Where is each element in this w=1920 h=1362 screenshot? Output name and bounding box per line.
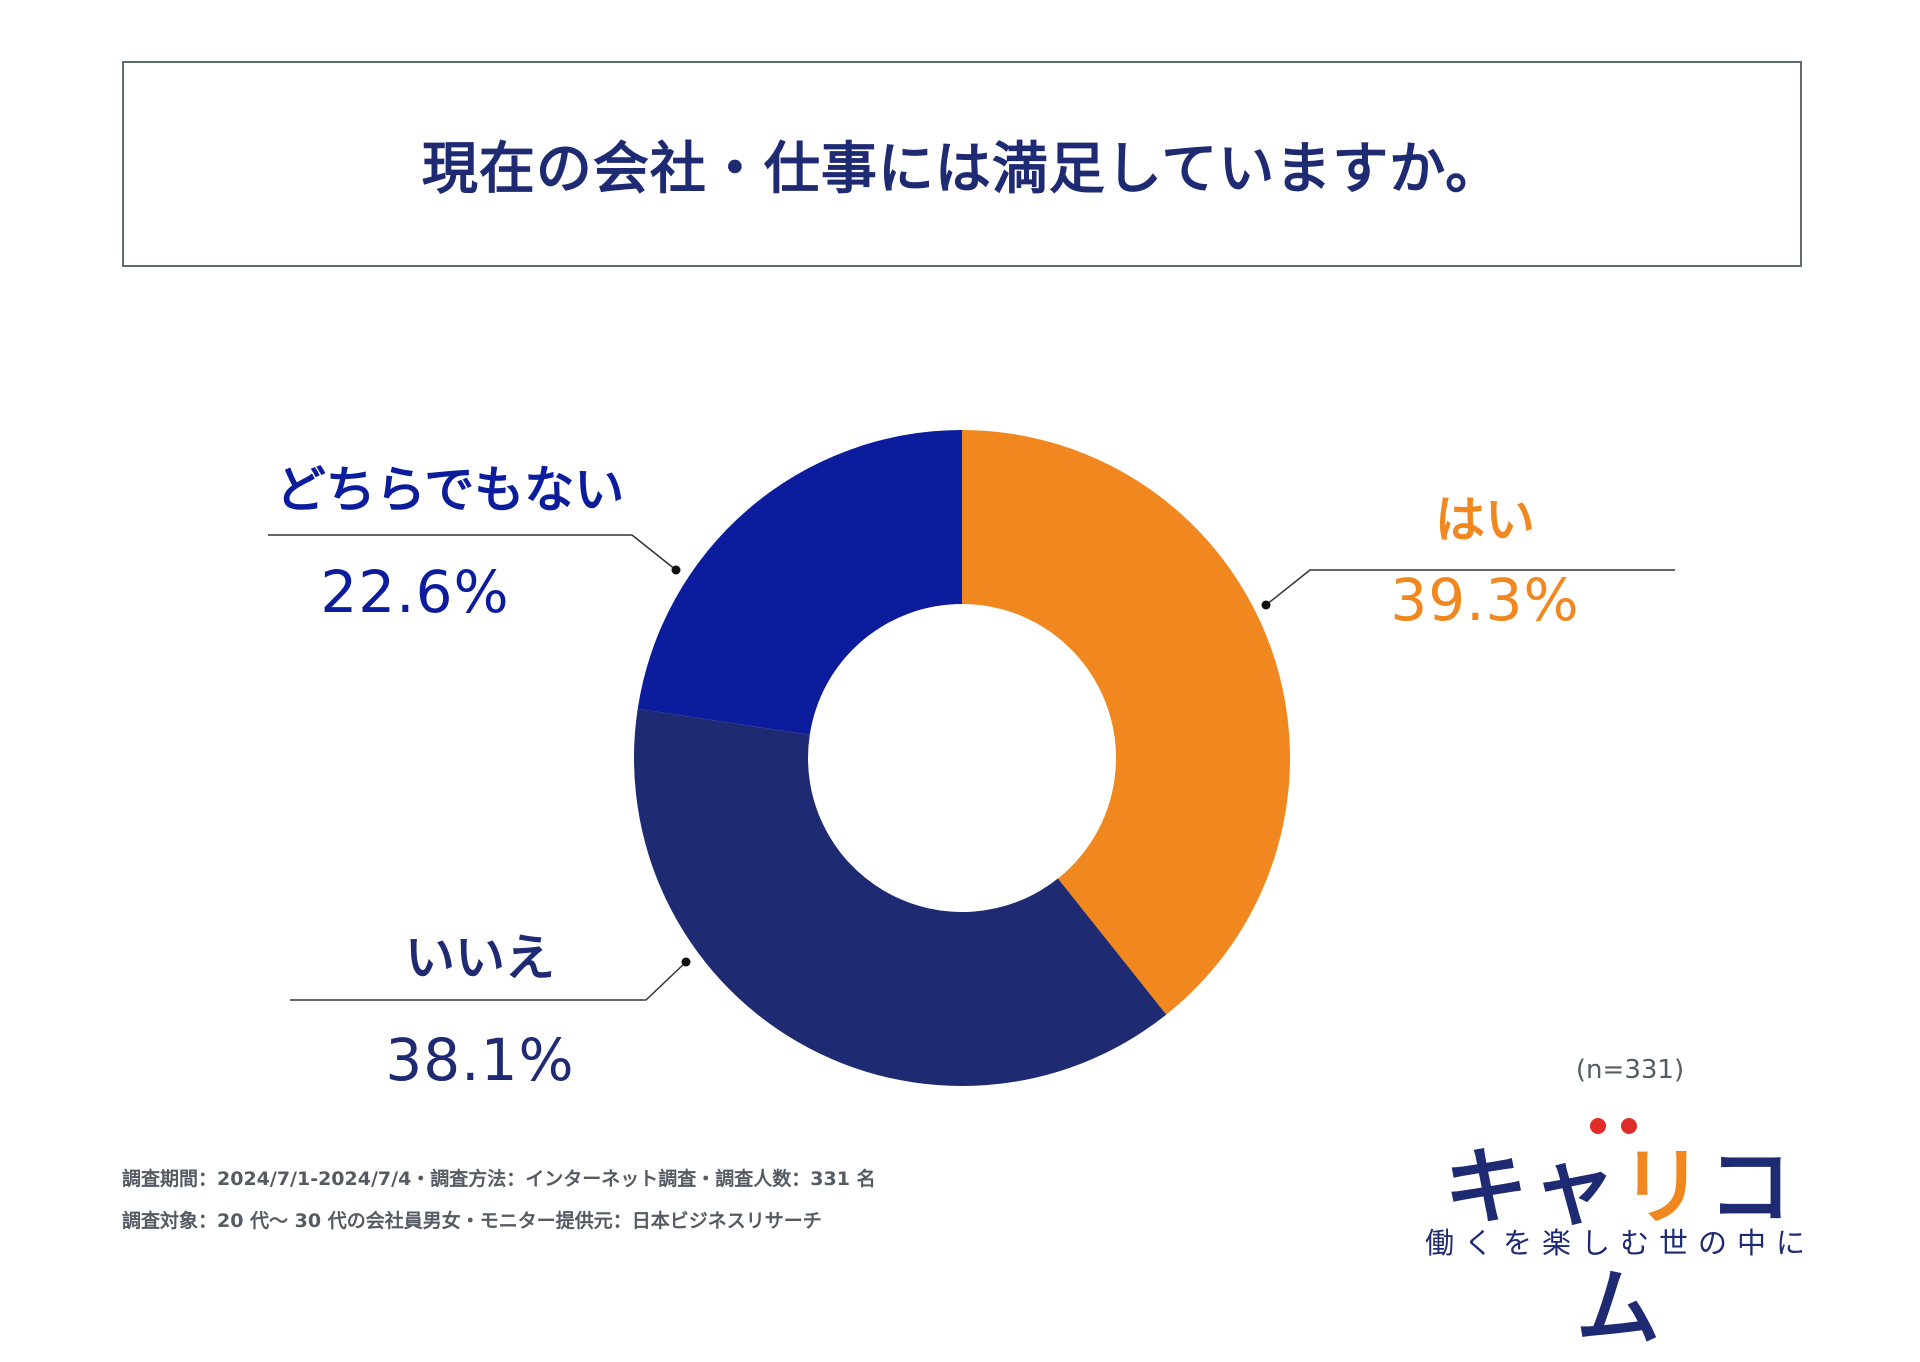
label-no-name: いいえ bbox=[405, 929, 555, 987]
survey-notes-line2: 調査対象：20 代～ 30 代の会社員男女・モニター提供元：日本ビジネスリサーチ bbox=[122, 1210, 822, 1232]
label-neutral: どちらでもない 22.6% bbox=[260, 450, 640, 626]
label-neutral-name: どちらでもない bbox=[275, 461, 625, 519]
sample-size: (n=331) bbox=[1575, 1055, 1685, 1085]
chart-title: 現在の会社・仕事には満足していますか。 bbox=[421, 136, 1503, 202]
label-yes-value: 39.3% bbox=[1390, 566, 1580, 634]
donut-chart bbox=[268, 430, 1675, 1086]
title-box: 現在の会社・仕事には満足していますか。 bbox=[122, 61, 1802, 267]
brand-tagline: 働くを楽しむ世の中に bbox=[1425, 1226, 1816, 1260]
label-neutral-value: 22.6% bbox=[320, 558, 510, 626]
survey-notes-line1: 調査期間：2024/7/1-2024/7/4・調査方法：インターネット調査・調査… bbox=[122, 1168, 876, 1190]
leader-dot-neutral bbox=[671, 565, 681, 575]
brand-name-part1: キャ bbox=[1443, 1138, 1620, 1236]
leader-dot-yes bbox=[1261, 600, 1271, 610]
label-no: いいえ 38.1% bbox=[330, 918, 630, 1094]
leader-line-no bbox=[290, 961, 687, 1001]
slice-neutral bbox=[637, 430, 962, 735]
leader-line-neutral bbox=[268, 534, 677, 571]
brand-dot-right bbox=[1621, 1118, 1637, 1134]
leader-dot-no bbox=[681, 957, 691, 967]
label-yes-name: はい bbox=[1435, 491, 1535, 549]
brand-logo: キャリコム 働くを楽しむ世の中に bbox=[1425, 1118, 1816, 1357]
label-no-value: 38.1% bbox=[385, 1026, 575, 1094]
leader-line-yes bbox=[1265, 569, 1675, 606]
brand-name-accent: リ bbox=[1619, 1138, 1708, 1236]
slice-no bbox=[634, 708, 1167, 1086]
brand-name: キャリコム bbox=[1425, 1120, 1815, 1362]
label-yes: はい 39.3% bbox=[1380, 480, 1590, 634]
survey-notes: 調査期間：2024/7/1-2024/7/4・調査方法：インターネット調査・調査… bbox=[122, 1158, 876, 1242]
slice-yes bbox=[962, 430, 1290, 1015]
brand-dot-left bbox=[1590, 1118, 1606, 1134]
